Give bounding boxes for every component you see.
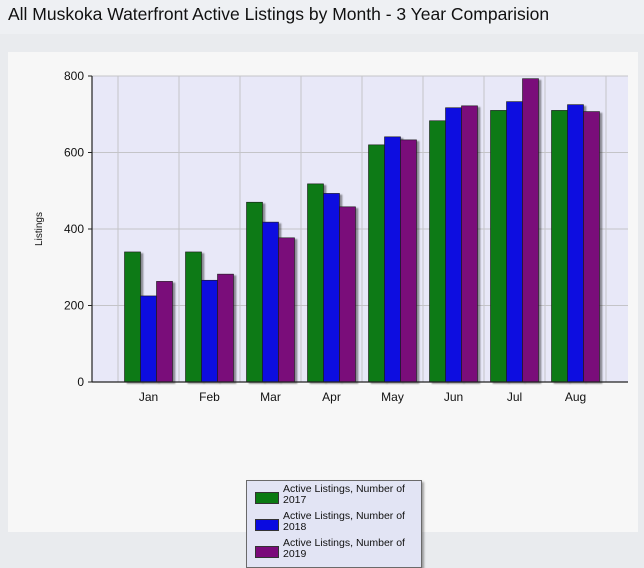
x-tick-label: Feb (199, 390, 220, 404)
y-tick-label: 800 (64, 69, 84, 83)
x-tick-label: Jun (444, 390, 463, 404)
title-bar: All Muskoka Waterfront Active Listings b… (0, 0, 644, 34)
y-tick-label: 200 (64, 299, 84, 313)
bar-jan-series-3 (156, 281, 173, 383)
bar-apr-series-3 (339, 206, 356, 383)
x-tick-label: Apr (322, 390, 341, 404)
bar-mar-series-3 (278, 237, 295, 383)
bar-jan-series-1 (124, 251, 141, 383)
bar-jan-series-2 (140, 295, 157, 383)
bar-feb-series-2 (201, 279, 218, 383)
bar-jul-series-1 (490, 110, 507, 383)
legend-swatch-2018 (255, 519, 279, 531)
bar-jul-series-3 (522, 78, 539, 383)
bar-apr-series-2 (323, 193, 340, 383)
y-tick-label: 600 (64, 146, 84, 160)
legend-item-2019: Active Listings, Number of 2019 (255, 538, 417, 565)
y-axis-label: Listings (34, 212, 45, 246)
bar-jun-series-1 (429, 120, 446, 383)
bar-chart: 0 200 400 600 800 Jan Feb Mar Apr May Jun Jul Aug Lis… (34, 69, 628, 404)
y-tick-label: 0 (77, 375, 84, 389)
bar-mar-series-1 (246, 201, 263, 383)
legend-label-2018: Active Listings, Number of 2018 (283, 510, 405, 533)
bar-mar-series-2 (262, 221, 279, 383)
bar-jul-series-2 (506, 101, 523, 383)
bar-jun-series-2 (445, 107, 462, 383)
bar-feb-series-1 (185, 251, 202, 383)
x-tick-label: Mar (260, 390, 281, 404)
legend-item-2018: Active Listings, Number of 2018 (255, 511, 417, 538)
legend-swatch-2017 (255, 492, 279, 504)
bar-may-series-1 (368, 144, 385, 383)
y-tick-label: 400 (64, 222, 84, 236)
chart-panel: 0 200 400 600 800 Jan Feb Mar Apr May Jun Jul Aug Lis… (8, 52, 638, 568)
x-tick-label: Aug (565, 390, 586, 404)
bar-aug-series-3 (583, 111, 600, 383)
legend-label-2019: Active Listings, Number of 2019 (283, 537, 405, 560)
bar-aug-series-1 (551, 110, 568, 383)
legend-swatch-2019 (255, 546, 279, 558)
page-title: All Muskoka Waterfront Active Listings b… (8, 4, 550, 24)
bar-apr-series-1 (307, 183, 324, 383)
bar-aug-series-2 (567, 104, 584, 383)
legend-label-2017: Active Listings, Number of 2017 (283, 483, 405, 506)
bar-may-series-2 (384, 136, 401, 383)
bar-may-series-3 (400, 139, 417, 383)
legend-item-2017: Active Listings, Number of 2017 (255, 484, 417, 511)
x-tick-label: Jul (507, 390, 522, 404)
x-tick-label: Jan (139, 390, 158, 404)
bar-jun-series-3 (461, 105, 478, 383)
x-tick-label: May (381, 390, 404, 404)
bar-feb-series-3 (217, 273, 234, 383)
chart-legend: Active Listings, Number of 2017 Active L… (246, 480, 422, 568)
